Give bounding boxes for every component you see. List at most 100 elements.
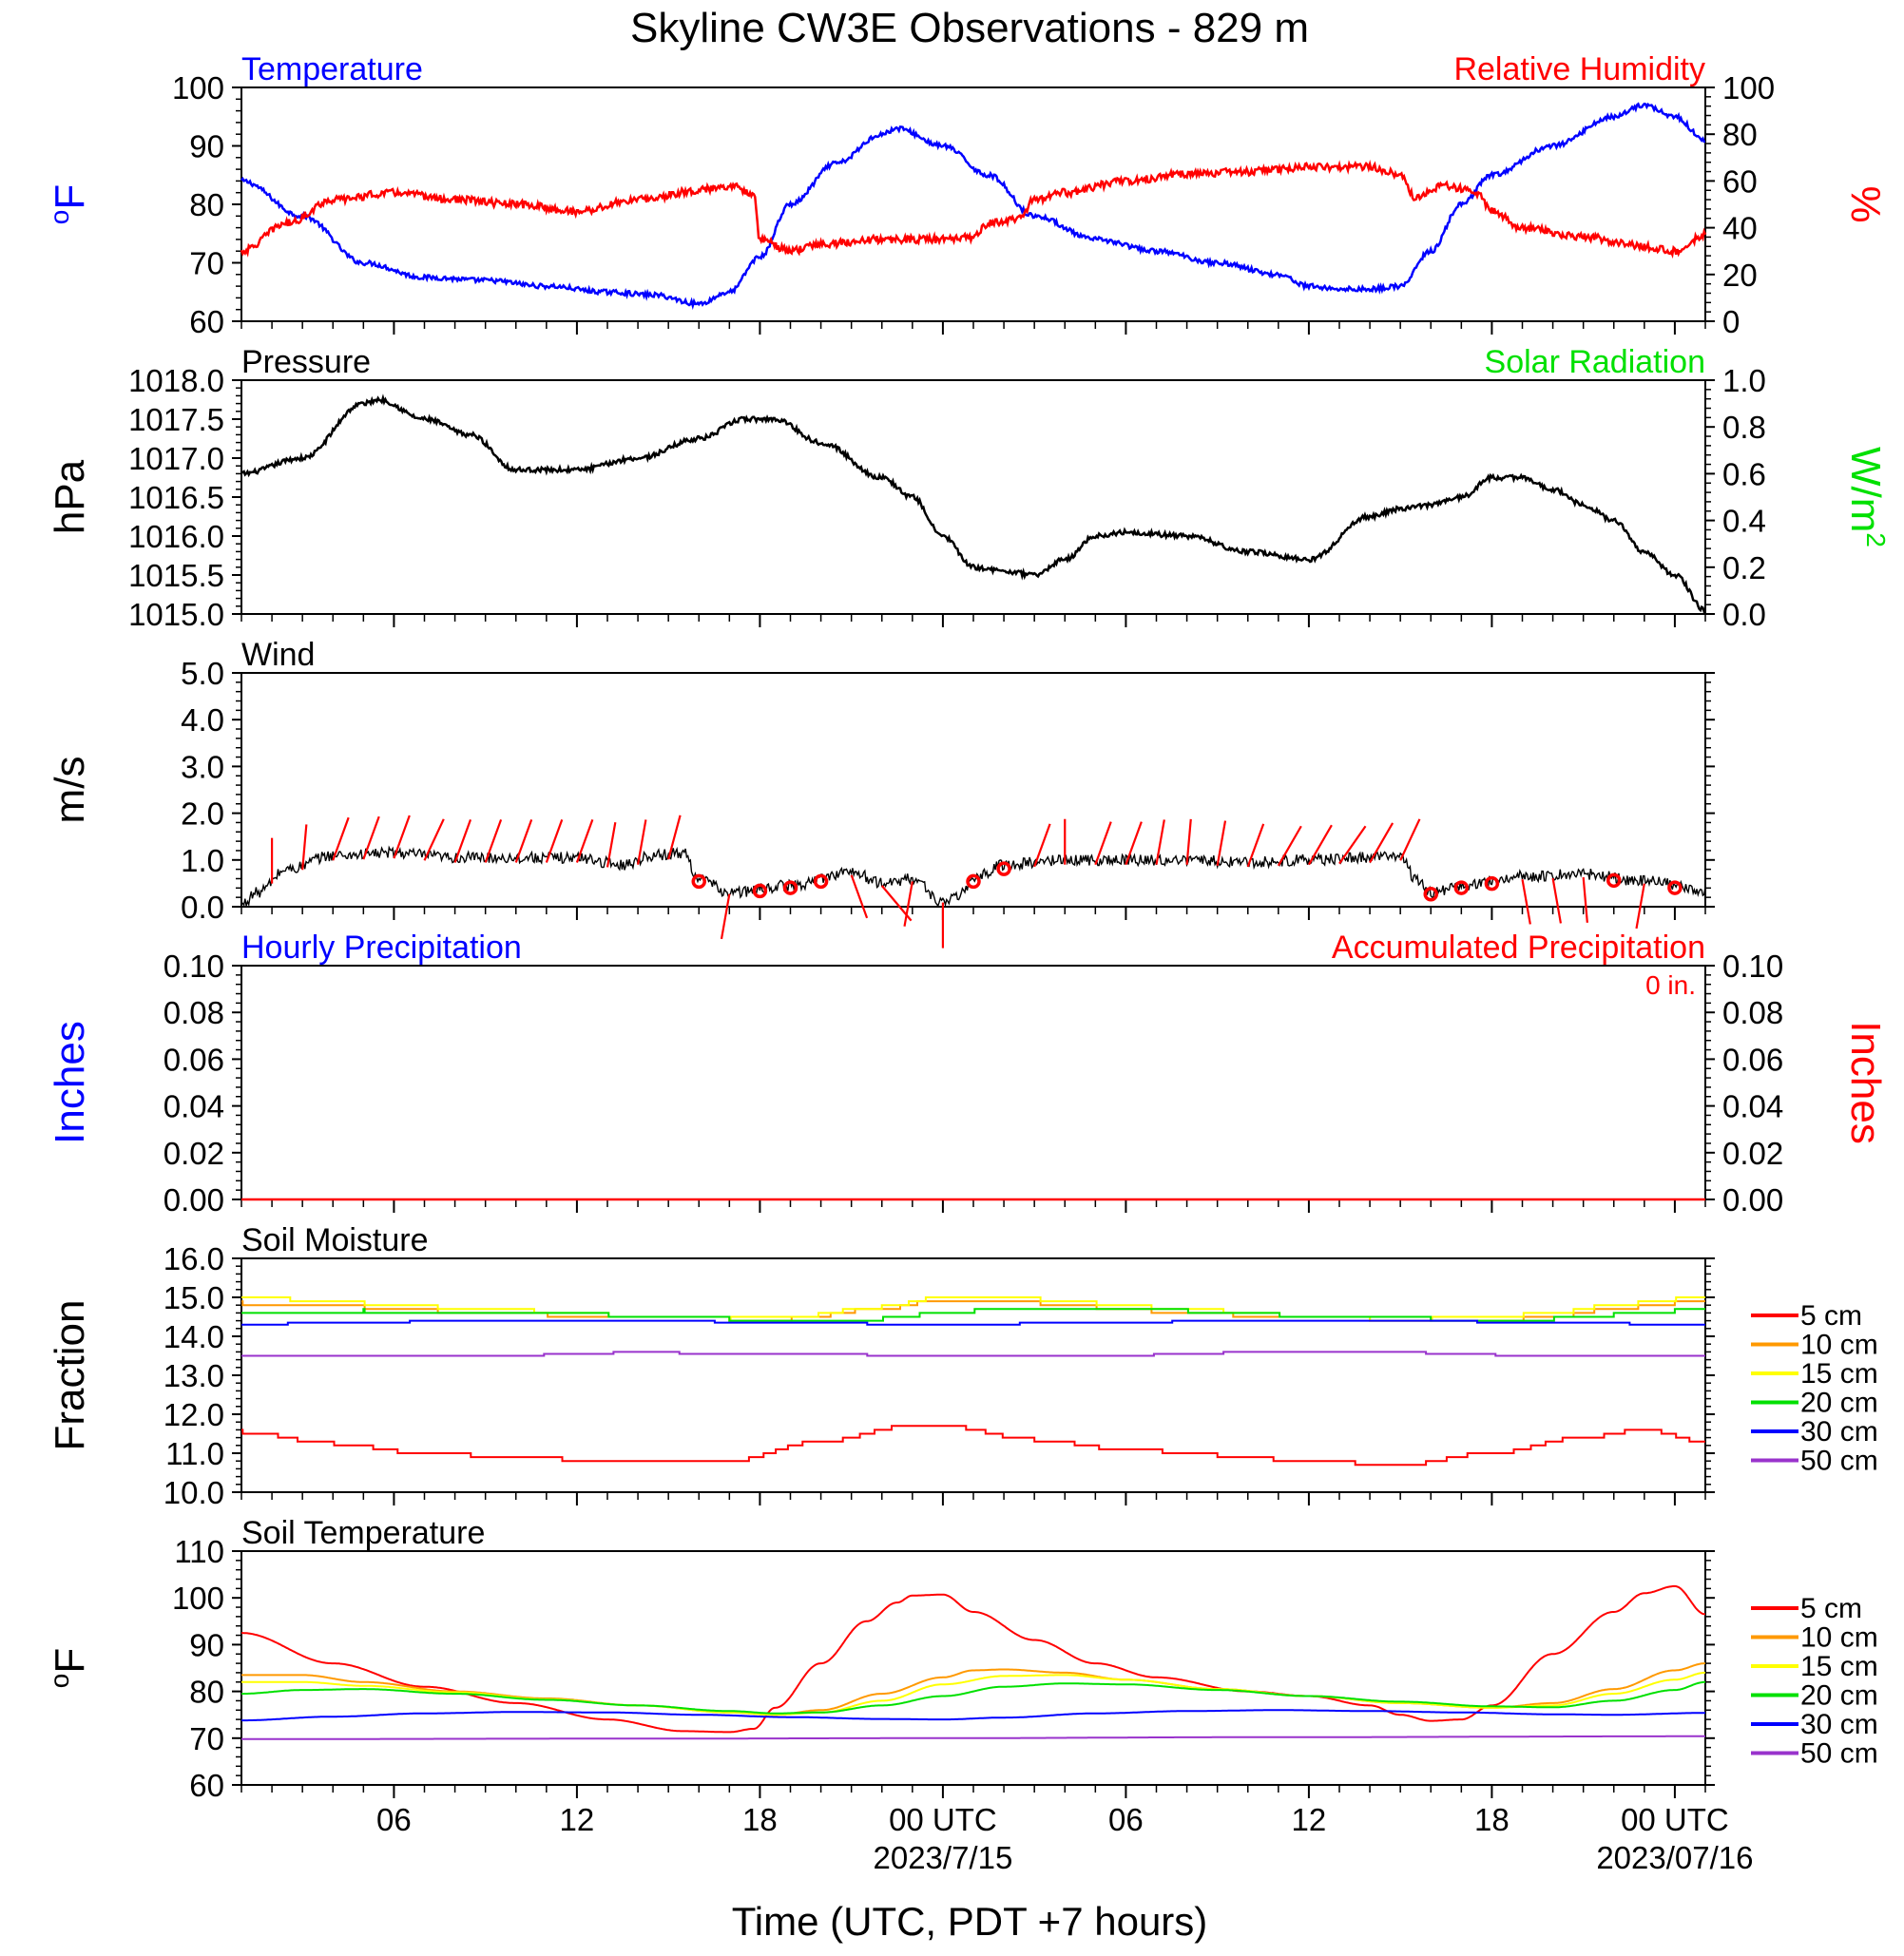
y-tick-label: 0.04	[163, 1089, 224, 1124]
wind-barb	[606, 822, 617, 868]
x-tick-label: 12	[1292, 1802, 1327, 1837]
wind-calm-marker	[966, 873, 981, 890]
wind-barb	[1246, 823, 1265, 868]
y-tick-label: 11.0	[165, 1436, 224, 1471]
y-axis-label: hPa	[47, 459, 93, 534]
y-axis-label: Fraction	[47, 1300, 93, 1451]
y-tick-label: 1018.0	[128, 363, 224, 398]
x-tick-label: 06	[376, 1802, 412, 1837]
x-tick-label: 00 UTC	[889, 1802, 997, 1837]
series-line-5-cm	[241, 1584, 1706, 1734]
wind-barb	[393, 815, 411, 859]
legend-label: 30 cm	[1800, 1709, 1878, 1740]
y-tick-label: 70	[189, 246, 224, 281]
y2-tick-label: 0.10	[1722, 949, 1783, 984]
y-tick-label: 1016.5	[128, 480, 224, 515]
x-tick-label: 18	[1474, 1802, 1510, 1837]
wind-calm-marker	[691, 873, 706, 890]
wind-barb	[1338, 825, 1367, 865]
wind-calm-marker	[782, 880, 798, 895]
y-tick-label: 1015.0	[128, 597, 224, 632]
x-tick-label: 18	[742, 1802, 778, 1837]
y2-tick-label: 0.00	[1722, 1182, 1783, 1218]
y-tick-label: 90	[189, 129, 224, 164]
x-tick-label: 00 UTC	[1621, 1802, 1729, 1837]
wind-barb	[1185, 818, 1192, 865]
wind-barb	[1582, 876, 1588, 923]
y-tick-label: 0.00	[163, 1182, 224, 1218]
y2-tick-label: 60	[1722, 163, 1758, 199]
y-tick-label: 16.0	[163, 1241, 224, 1276]
y-axis-label: Inches	[47, 1021, 93, 1144]
x-tick-label: 12	[560, 1802, 595, 1837]
panel-precip: 0.00 0.02 0.04 0.06 0.08 0.10 0.00 0.02 0.04 0.06…	[47, 930, 1889, 1218]
panel-left-title: Soil Temperature	[241, 1515, 485, 1551]
y-axis-label: m/s	[47, 757, 93, 824]
wind-barb	[453, 819, 472, 863]
wind-barb	[667, 815, 682, 860]
series-line-5-cm	[241, 1425, 1705, 1467]
y2-tick-label: 0.06	[1722, 1042, 1783, 1077]
wind-barb	[1125, 821, 1143, 866]
y-tick-label: 110	[174, 1534, 224, 1569]
y2-tick-label: 20	[1722, 258, 1758, 293]
y2-tick-label: 0.2	[1722, 550, 1766, 585]
y2-tick-label: 80	[1722, 117, 1758, 152]
y-tick-label: 100	[172, 1581, 224, 1616]
wind-barb	[362, 815, 380, 860]
y-tick-label: 0.02	[163, 1136, 224, 1171]
y2-tick-label: 0.6	[1722, 456, 1766, 491]
chart-title: Skyline CW3E Observations - 829 m	[630, 5, 1309, 51]
series-line-50-cm	[241, 1351, 1705, 1357]
y-axis-label: oF	[45, 184, 93, 224]
wind-barb	[1307, 824, 1333, 866]
wind-barb	[1094, 821, 1112, 866]
wind-barb	[1155, 819, 1165, 865]
x-tick-label: 06	[1108, 1802, 1144, 1837]
y-tick-label: 3.0	[181, 749, 224, 784]
wind-barb	[1399, 818, 1421, 861]
y-tick-label: 1015.5	[128, 558, 224, 593]
x-date-label: 2023/07/16	[1596, 1840, 1753, 1875]
y-tick-label: 0.10	[163, 949, 224, 984]
wind-barb	[332, 816, 350, 861]
legend-label: 10 cm	[1800, 1622, 1878, 1654]
panel-left-title: Soil Moisture	[241, 1222, 429, 1258]
wind-barb	[575, 819, 594, 863]
wind-barb	[1369, 822, 1394, 864]
wind-barb	[514, 819, 533, 863]
y-tick-label: 13.0	[163, 1358, 224, 1393]
wind-calm-marker	[1606, 873, 1622, 889]
legend-label: 30 cm	[1800, 1416, 1878, 1448]
wind-barb	[1216, 820, 1227, 867]
panels-group: 60 70 80 90 100 0 20 40 60 80 100 Temperature Relati…	[45, 51, 1891, 1803]
y-tick-label: 14.0	[163, 1319, 224, 1354]
y-tick-label: 80	[189, 187, 224, 222]
panel-temp-rh: 60 70 80 90 100 0 20 40 60 80 100 Temperature Relati…	[45, 51, 1889, 339]
panel-left-title: Temperature	[241, 51, 423, 87]
y2-tick-label: 0.02	[1722, 1136, 1783, 1171]
y2-tick-label: 0.0	[1722, 597, 1766, 632]
series-line-15-cm	[241, 1296, 1705, 1322]
y-tick-label: 70	[189, 1721, 224, 1756]
wind-calm-marker	[752, 883, 768, 899]
y2-axis-label: Inches	[1842, 1021, 1889, 1144]
wind-barb	[1551, 877, 1563, 924]
y2-tick-label: 0.8	[1722, 410, 1766, 445]
wind-barb	[545, 819, 564, 863]
y2-tick-label: 100	[1722, 70, 1775, 105]
panel-annotation: 0 in.	[1645, 970, 1696, 1000]
wind-barb	[720, 893, 731, 940]
y2-tick-label: 0	[1722, 304, 1740, 339]
y-tick-label: 1.0	[181, 843, 224, 878]
y-axis-label: oF	[45, 1648, 93, 1688]
wind-barb	[423, 818, 445, 861]
series-line-50-cm	[241, 1735, 1705, 1740]
y-tick-label: 12.0	[163, 1397, 224, 1432]
series-line-30-cm	[241, 1709, 1705, 1722]
wind-calm-marker	[1423, 886, 1438, 902]
